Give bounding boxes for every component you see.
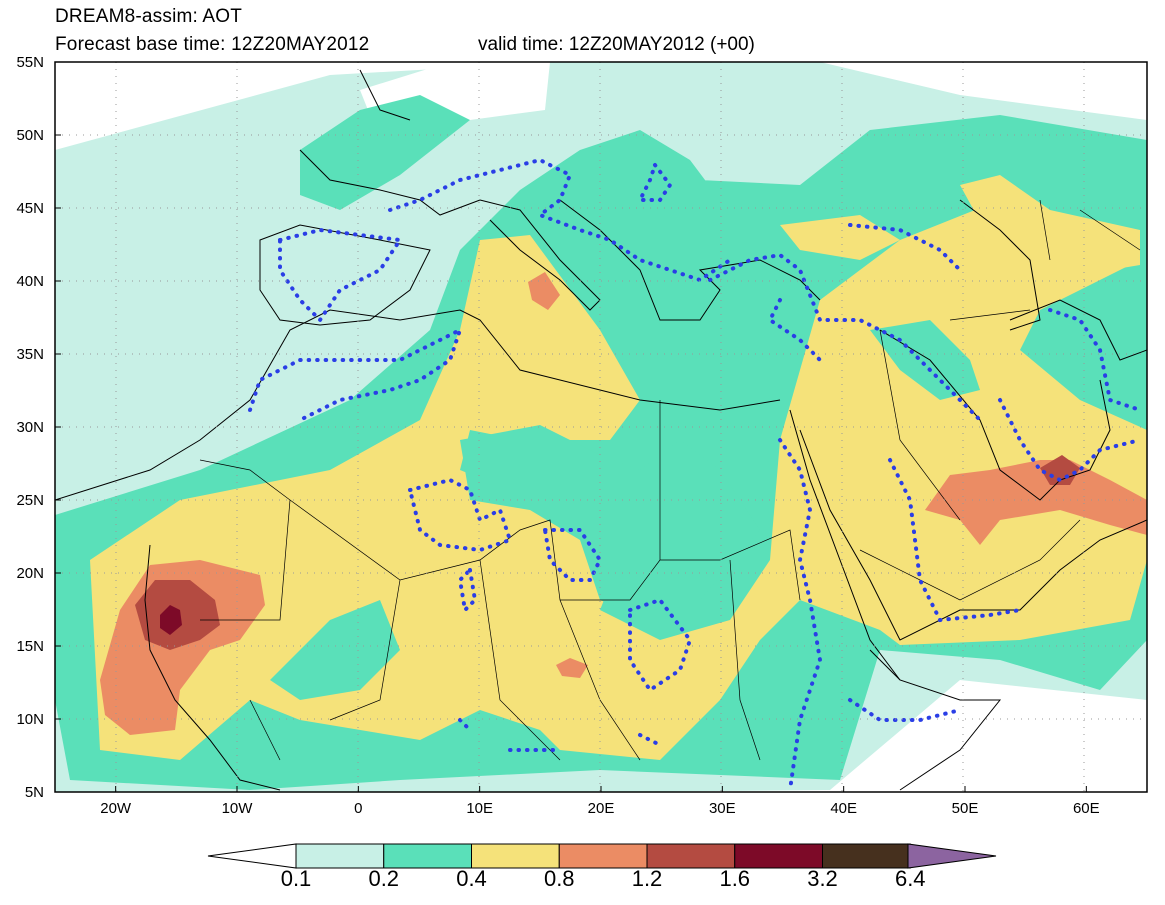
colorbar (207, 843, 997, 869)
colorbar-label: 0.8 (543, 866, 575, 891)
lon-tick-label: 60E (1073, 800, 1100, 817)
lat-tick-label: 45N (16, 200, 44, 217)
lat-tick-label: 20N (16, 565, 44, 582)
lat-tick-label: 10N (16, 711, 44, 728)
colorbar-segment (383, 843, 472, 869)
aot-field-0.4-black-sea-north (780, 215, 900, 260)
lon-tick-label: 20E (588, 800, 615, 817)
coast-horn-africa (869, 649, 1002, 791)
colorbar-segment (822, 843, 911, 869)
lon-tick-label: 0 (354, 800, 362, 817)
lat-tick-label: 50N (16, 127, 44, 144)
colorbar-segments (295, 843, 911, 869)
colorbar-segment (646, 843, 736, 869)
lat-tick-label: 35N (16, 346, 44, 363)
coast-balkans (559, 199, 821, 321)
lat-tick-label: 40N (16, 273, 44, 290)
longitude-ticks: 20W 10W 0 10E 20E 30E 40E 50E 60E (100, 786, 1100, 817)
colorbar-segment (734, 843, 823, 869)
aot-field-0.8-gulf (925, 460, 1147, 545)
colorbar-segment (295, 843, 385, 869)
colorbar-label: 0.2 (368, 866, 400, 891)
aot-field-0.8-chad (556, 658, 588, 678)
colorbar-label: 0.4 (456, 866, 487, 891)
coast-gulf (879, 299, 1147, 501)
colorbar-label: 1.6 (719, 866, 751, 891)
lon-tick-label: 50E (952, 800, 979, 817)
lon-tick-label: 30E (709, 800, 736, 817)
colorbar-over-arrow (907, 843, 997, 869)
lat-tick-label: 15N (16, 638, 44, 655)
aot-field-1.2-gulf (1040, 455, 1080, 485)
colorbar-label: 6.4 (894, 866, 926, 891)
aot-field-0.2-sahara (460, 425, 760, 620)
lon-tick-label: 10W (222, 800, 254, 817)
colorbar-segment (471, 843, 560, 869)
dust-contours (248, 157, 1142, 792)
latitude-ticks: 55N 50N 45N 40N 35N 30N 25N 20N 15N 10N 5N (16, 54, 61, 801)
valid-time-label: valid time: 12Z20MAY2012 (+00) (478, 34, 755, 55)
lon-tick-label: 40E (830, 800, 857, 817)
lat-tick-label: 25N (16, 492, 44, 509)
coast-africa-west (55, 309, 781, 791)
gridlines (55, 62, 1147, 792)
coast-italy (479, 199, 601, 311)
aot-field-1.6 (160, 605, 182, 635)
lat-tick-label: 55N (16, 54, 44, 71)
chart-title: DREAM8-assim: AOT (55, 6, 243, 27)
colorbar-label: 1.2 (631, 866, 663, 891)
coast-france-uk (299, 69, 481, 216)
lat-tick-label: 5N (25, 784, 44, 801)
aot-field-0.2-sahel (270, 600, 400, 700)
coast-caspian (959, 199, 1041, 331)
lon-tick-label: 10E (466, 800, 493, 817)
aot-field-0.2-europe-north (300, 95, 470, 210)
aot-field-0.8-tunisia (528, 272, 560, 310)
colorbar-segment (558, 843, 648, 869)
base-time-label: Forecast base time: 12Z20MAY2012 (55, 34, 370, 55)
colorbar-label: 0.1 (280, 866, 312, 891)
lat-tick-label: 30N (16, 419, 44, 436)
colorbar-under-arrow (207, 843, 297, 869)
coast-red-sea (789, 409, 1147, 681)
aot-field-0.4-caspian (960, 175, 1140, 275)
colorbar-label: 3.2 (807, 866, 838, 891)
lon-tick-label: 20W (100, 800, 132, 817)
